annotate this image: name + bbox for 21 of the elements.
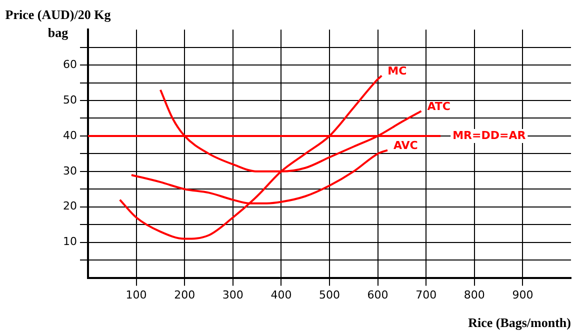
x-tick-label: 200: [174, 288, 196, 302]
y-tick-label: 10: [62, 235, 77, 248]
x-tick-label: 500: [319, 288, 340, 302]
y-tick-label: 40: [62, 128, 77, 142]
y-tick-label: 50: [62, 93, 77, 106]
x-tick-label: 600: [367, 288, 388, 302]
series-label: MC: [388, 64, 407, 78]
x-tick-label: 800: [464, 288, 485, 302]
y-tick-label: 30: [62, 164, 77, 178]
x-tick-label: 700: [416, 288, 437, 302]
y-tick-label: 20: [62, 200, 77, 213]
x-axis-title: Rice (Bags/month): [468, 315, 571, 331]
x-tick-label: 400: [270, 288, 292, 302]
series-label: ATC: [427, 100, 451, 114]
x-tick-label: 100: [126, 288, 147, 302]
x-tick-label: 900: [512, 288, 534, 302]
x-tick-label: 300: [222, 288, 244, 302]
y-tick-label: 60: [62, 58, 77, 71]
series-label: AVC: [393, 139, 418, 152]
y-axis-title: Price (AUD)/20 Kg bag: [4, 6, 112, 42]
series-label: MR=DD=AR: [452, 128, 526, 142]
